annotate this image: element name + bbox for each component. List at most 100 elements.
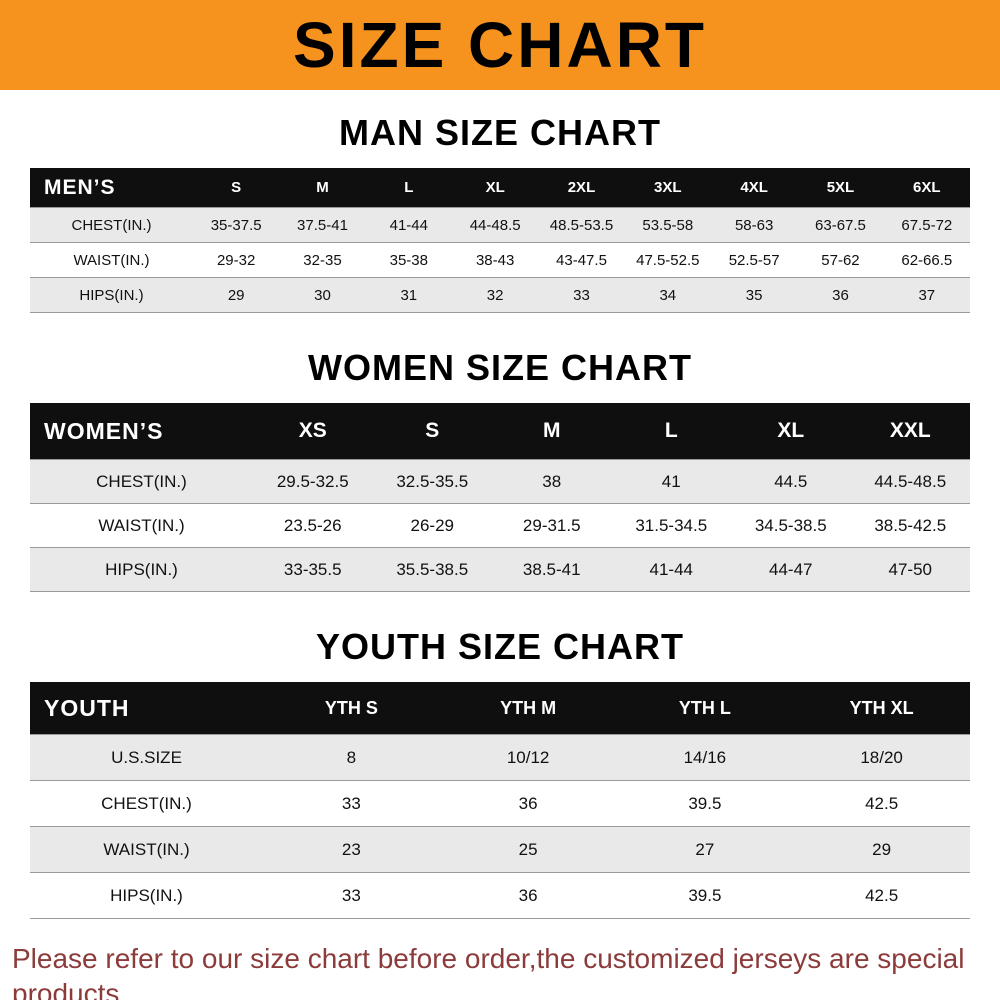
column-header: L	[404, 179, 414, 196]
women-size-table: WOMEN’S XS S M L XL XXL CHEST(IN.) 29.5-32.5 32.5…	[30, 403, 970, 592]
column-header: L	[664, 419, 678, 442]
size-value: 27	[616, 826, 794, 873]
footer-line-1: Please refer to our size chart before or…	[12, 943, 965, 1000]
table-row: U.S.SIZE 8 10/12 14/16 18/20	[30, 734, 970, 781]
table-title: WOMEN’S	[44, 417, 164, 444]
size-value: 63-67.5	[797, 207, 884, 243]
size-value: 10/12	[439, 734, 617, 781]
men-section: MAN SIZE CHART MEN’S S M L XL 2XL 3XL 4XL 5XL 6XL…	[0, 112, 1000, 313]
table-row: CHEST(IN.) 35-37.5 37.5-41 41-44 44-48.5 48.5…	[30, 207, 970, 243]
column-header: 2XL	[567, 179, 596, 196]
size-value: 53.5-58	[624, 207, 711, 243]
column-header: 6XL	[913, 179, 941, 196]
size-value: 44.5-48.5	[850, 459, 970, 504]
row-label: U.S.SIZE	[30, 734, 263, 781]
banner-title: SIZE CHART	[293, 9, 707, 81]
size-value: 35.5-38.5	[372, 547, 492, 592]
column-header: YTH M	[500, 697, 557, 718]
size-value: 29-32	[193, 242, 280, 278]
size-value: 44-47	[731, 547, 851, 592]
table-header-row: MEN’S S M L XL 2XL 3XL 4XL 5XL 6XL	[30, 168, 970, 208]
footer-note: Please refer to our size chart before or…	[0, 941, 1000, 1000]
row-label: WAIST(IN.)	[30, 826, 263, 873]
size-value: 31	[365, 277, 452, 313]
size-value: 33-35.5	[253, 547, 373, 592]
table-row: HIPS(IN.) 33 36 39.5 42.5	[30, 872, 970, 919]
size-value: 26-29	[372, 503, 492, 548]
size-value: 33	[263, 872, 440, 919]
column-header: XXL	[889, 419, 931, 442]
size-value: 35-38	[365, 242, 452, 278]
table-header-row: YOUTH YTH S YTH M YTH L YTH XL	[30, 682, 970, 735]
youth-size-table: YOUTH YTH S YTH M YTH L YTH XL U.S.SIZE 8 10/12…	[30, 682, 970, 919]
table-row: WAIST(IN.) 23.5-26 26-29 29-31.5 31.5-34.5 34…	[30, 503, 970, 548]
size-value: 14/16	[616, 734, 794, 781]
column-header: S	[231, 179, 242, 196]
size-value: 38.5-41	[492, 547, 612, 592]
row-label: HIPS(IN.)	[30, 547, 253, 592]
size-value: 58-63	[710, 207, 798, 243]
size-value: 47.5-52.5	[624, 242, 711, 278]
table-row: HIPS(IN.) 29 30 31 32 33 34 35 36 37	[30, 277, 970, 313]
size-value: 39.5	[616, 872, 794, 919]
size-value: 30	[279, 277, 366, 313]
row-label: CHEST(IN.)	[30, 459, 253, 504]
table-row: CHEST(IN.) 33 36 39.5 42.5	[30, 780, 970, 827]
size-value: 38-43	[451, 242, 539, 278]
table-row: WAIST(IN.) 29-32 32-35 35-38 38-43 43-47.5 47.…	[30, 242, 970, 278]
women-section-heading: WOMEN SIZE CHART	[308, 347, 692, 388]
men-size-table: MEN’S S M L XL 2XL 3XL 4XL 5XL 6XL CHEST(IN.) 35-37…	[30, 168, 970, 313]
size-value: 43-47.5	[538, 242, 625, 278]
size-value: 42.5	[793, 780, 970, 827]
table-title: MEN’S	[44, 175, 116, 199]
size-value: 42.5	[793, 872, 970, 919]
column-header: XS	[298, 419, 327, 442]
size-value: 29.5-32.5	[253, 459, 373, 504]
row-label: HIPS(IN.)	[30, 872, 263, 919]
size-value: 23.5-26	[253, 503, 373, 548]
size-value: 36	[797, 277, 884, 313]
banner: SIZE CHART	[0, 0, 1000, 90]
size-value: 8	[263, 734, 440, 781]
column-header: 3XL	[654, 179, 682, 196]
size-value: 41	[611, 459, 731, 504]
size-value: 38.5-42.5	[850, 503, 970, 548]
size-value: 32.5-35.5	[372, 459, 492, 504]
column-header: XL	[777, 419, 805, 442]
size-value: 34.5-38.5	[731, 503, 851, 548]
size-value: 35	[710, 277, 798, 313]
youth-section-heading: YOUTH SIZE CHART	[315, 626, 684, 667]
size-value: 35-37.5	[193, 207, 280, 243]
size-value: 57-62	[797, 242, 884, 278]
table-title: YOUTH	[44, 694, 130, 721]
size-value: 25	[439, 826, 617, 873]
size-value: 31.5-34.5	[611, 503, 731, 548]
column-header: XL	[485, 179, 505, 196]
column-header: S	[425, 419, 440, 442]
youth-section: YOUTH SIZE CHART YOUTH YTH S YTH M YTH L YTH…	[0, 626, 1000, 919]
size-value: 29	[193, 277, 280, 313]
size-value: 36	[439, 780, 617, 827]
size-value: 48.5-53.5	[538, 207, 625, 243]
table-header-row: WOMEN’S XS S M L XL XXL	[30, 403, 970, 460]
size-value: 52.5-57	[710, 242, 798, 278]
size-value: 47-50	[850, 547, 970, 592]
column-header: M	[543, 419, 561, 442]
size-value: 62-66.5	[883, 242, 970, 278]
women-section: WOMEN SIZE CHART WOMEN’S XS S M L XL XXL CHEST(…	[0, 347, 1000, 592]
size-value: 39.5	[616, 780, 794, 827]
column-header: M	[316, 179, 329, 196]
size-value: 41-44	[611, 547, 731, 592]
size-value: 41-44	[365, 207, 452, 243]
column-header: 5XL	[826, 179, 855, 196]
column-header: 4XL	[740, 179, 768, 196]
row-label: WAIST(IN.)	[30, 242, 193, 278]
row-label: HIPS(IN.)	[30, 277, 193, 313]
column-header: YTH XL	[849, 697, 914, 718]
column-header: YTH L	[678, 697, 731, 718]
size-value: 33	[538, 277, 625, 313]
column-header: YTH S	[324, 697, 378, 718]
table-row: CHEST(IN.) 29.5-32.5 32.5-35.5 38 41 44.5 44.5…	[30, 459, 970, 504]
size-value: 37	[883, 277, 970, 313]
size-value: 44.5	[731, 459, 851, 504]
